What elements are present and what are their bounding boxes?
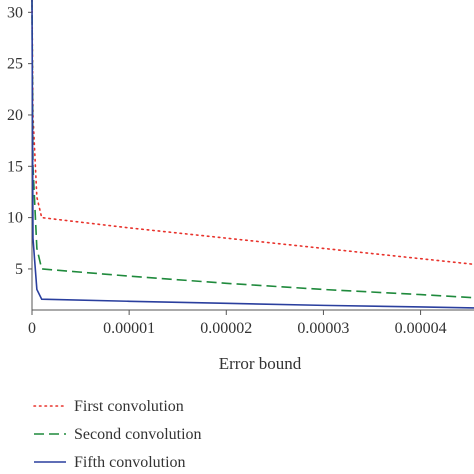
legend-label: First convolution	[74, 398, 184, 415]
series-line-second-convolution	[31, 0, 474, 299]
y-tick-label: 15	[7, 158, 23, 175]
series-line-fifth-convolution	[31, 0, 474, 309]
y-tick-label: 5	[15, 261, 23, 278]
series-line-first-convolution	[31, 0, 474, 266]
y-axis-ticks: 5 10 15 20 25 30	[7, 4, 32, 278]
x-tick-label: 0.00003	[297, 320, 349, 337]
y-tick-label: 20	[7, 107, 23, 124]
x-axis-title: Error bound	[219, 354, 302, 373]
x-tick-label: 0.00002	[200, 320, 252, 337]
y-tick-label: 10	[7, 210, 23, 227]
legend-label: Second convolution	[74, 426, 202, 443]
legend: First convolution Second convolution Fifth…	[33, 398, 202, 471]
x-tick-label: 0.00001	[103, 320, 155, 337]
x-tick-label: 0	[28, 320, 36, 337]
legend-label: Fifth convolution	[74, 454, 186, 471]
x-tick-label: 0.00004	[395, 320, 447, 337]
series-lines	[31, 0, 474, 309]
x-axis-ticks: 0 0.00001 0.00002 0.00003 0.00004	[28, 310, 447, 337]
y-tick-label: 25	[7, 56, 23, 73]
y-tick-label: 30	[7, 4, 23, 21]
